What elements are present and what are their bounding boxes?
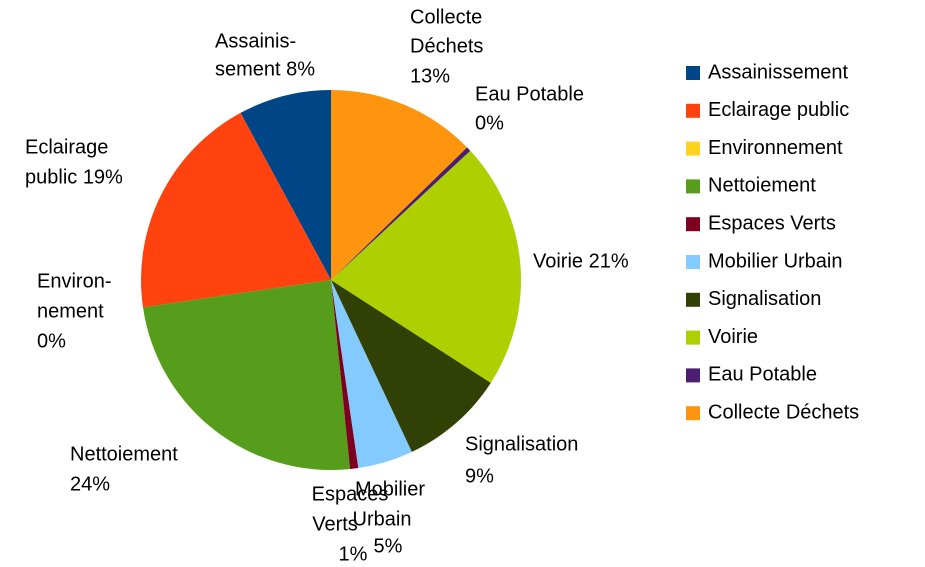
pie-slice bbox=[331, 280, 412, 469]
legend-label: Voirie bbox=[708, 326, 758, 348]
data-label: Urbain bbox=[353, 508, 412, 530]
legend-swatch bbox=[686, 368, 700, 383]
data-label: 9% bbox=[465, 465, 494, 487]
pie-slice bbox=[142, 280, 351, 470]
data-label: Espaces bbox=[312, 483, 389, 505]
legend-label: Environnement bbox=[708, 137, 843, 159]
data-label: 1% bbox=[339, 543, 368, 565]
legend-swatch bbox=[686, 179, 700, 194]
pie-slice bbox=[331, 147, 471, 280]
data-label: Voirie 21% bbox=[533, 250, 629, 272]
data-label: Verts bbox=[312, 513, 358, 535]
legend-swatch bbox=[686, 217, 700, 232]
legend-swatch bbox=[686, 255, 700, 269]
pie-slice bbox=[240, 90, 331, 280]
legend-swatch bbox=[686, 66, 700, 80]
data-label: Mobilier bbox=[355, 478, 425, 500]
data-label: Assainis- bbox=[215, 30, 296, 52]
data-label: 24% bbox=[70, 473, 110, 495]
legend-label: Eau Potable bbox=[708, 364, 817, 386]
legend-label: Espaces Verts bbox=[708, 212, 836, 234]
legend-swatch bbox=[686, 330, 700, 345]
legend-label: Mobilier Urbain bbox=[708, 250, 843, 272]
data-label: sement 8% bbox=[215, 58, 315, 80]
data-label: Collecte bbox=[410, 6, 482, 28]
legend-label: Assainissement bbox=[708, 61, 849, 83]
data-label: Environ- bbox=[37, 270, 111, 292]
data-label: 5% bbox=[374, 535, 403, 557]
pie-slice bbox=[331, 280, 491, 452]
data-label: nement bbox=[37, 300, 104, 322]
legend-label: Signalisation bbox=[708, 288, 821, 310]
data-label: 0% bbox=[475, 112, 504, 134]
legend-swatch bbox=[686, 103, 700, 118]
legend-swatch bbox=[686, 406, 700, 421]
pie-slice bbox=[331, 150, 521, 383]
data-label: Eau Potable bbox=[475, 83, 584, 105]
legend-label: Eclairage public bbox=[708, 99, 849, 121]
data-label: Signalisation bbox=[465, 433, 578, 455]
data-label: 0% bbox=[37, 330, 66, 352]
data-label: public 19% bbox=[25, 166, 123, 188]
legend-swatch bbox=[686, 141, 700, 156]
pie-slice bbox=[331, 280, 359, 470]
data-label: Déchets bbox=[410, 35, 483, 57]
legend-label: Nettoiement bbox=[708, 175, 816, 197]
data-label: Nettoiement bbox=[70, 443, 178, 465]
legend-label: Collecte Déchets bbox=[708, 401, 859, 423]
data-label: 13% bbox=[410, 65, 450, 87]
pie-slice bbox=[331, 90, 468, 280]
data-label: Eclairage bbox=[25, 136, 108, 158]
legend-swatch bbox=[686, 292, 700, 307]
pie-slice bbox=[141, 112, 331, 308]
